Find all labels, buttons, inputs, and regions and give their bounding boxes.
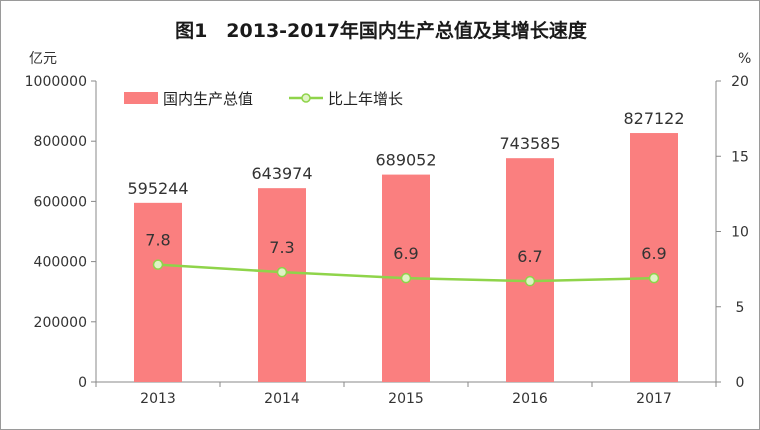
growth-line-series: 7.8 7.3 6.9 6.7 6.9 (145, 231, 667, 287)
gdp-bar (630, 133, 678, 382)
y-left-tick-label: 1000000 (25, 74, 87, 90)
y-right-tick-label: 0 (736, 375, 745, 391)
growth-value-label: 6.9 (641, 244, 666, 263)
growth-value-label: 6.9 (393, 244, 418, 263)
x-tick-label: 2013 (140, 391, 176, 407)
gdp-bars: 595244 643974 689052 743585 827122 (127, 109, 685, 382)
growth-value-label: 7.8 (145, 231, 170, 250)
gdp-bar (506, 158, 554, 382)
growth-point (400, 272, 412, 284)
x-tick-label: 2016 (512, 391, 548, 407)
y-left-tick-label: 600000 (34, 194, 87, 210)
legend-label-gdp: 国内生产总值 (163, 90, 253, 108)
gdp-bar-value-label: 595244 (127, 179, 188, 198)
growth-value-label: 7.3 (269, 238, 294, 257)
y-right-tick-label: 15 (731, 149, 749, 165)
gdp-bar (258, 188, 306, 382)
growth-point (276, 266, 288, 278)
gdp-bar-value-label: 743585 (499, 134, 560, 153)
y-left-unit: 亿元 (29, 51, 57, 67)
growth-value-label: 6.7 (517, 247, 542, 266)
y-left-tick-label: 200000 (34, 315, 87, 331)
legend-swatch-gdp (124, 92, 158, 104)
y-right-tick-label: 5 (736, 300, 745, 316)
legend-swatch-growth-marker (301, 93, 311, 103)
y-right-unit: % (738, 51, 751, 67)
growth-point (524, 275, 536, 287)
axes: 0 200000 400000 600000 800000 1000000 0 5 10 15 20… (25, 74, 749, 407)
y-left-tick-label: 400000 (34, 255, 87, 271)
y-right-tick-label: 10 (731, 225, 749, 241)
gdp-bar-value-label: 689052 (375, 151, 436, 170)
legend: 国内生产总值 比上年增长 (124, 90, 403, 108)
chart-title: 图1 2013-2017年国内生产总值及其增长速度 (175, 19, 588, 42)
gdp-bar-value-label: 827122 (623, 109, 684, 128)
x-tick-label: 2015 (388, 391, 424, 407)
y-right-tick-label: 20 (731, 74, 749, 90)
growth-point (152, 259, 164, 270)
x-tick-label: 2017 (636, 391, 672, 407)
legend-label-growth: 比上年增长 (328, 90, 403, 108)
x-tick-label: 2014 (264, 391, 300, 407)
y-left-tick-label: 0 (78, 375, 87, 391)
y-left-tick-label: 800000 (34, 134, 87, 150)
gdp-bar (134, 202, 182, 382)
gdp-bar-value-label: 643974 (251, 164, 312, 183)
growth-point (648, 272, 660, 284)
